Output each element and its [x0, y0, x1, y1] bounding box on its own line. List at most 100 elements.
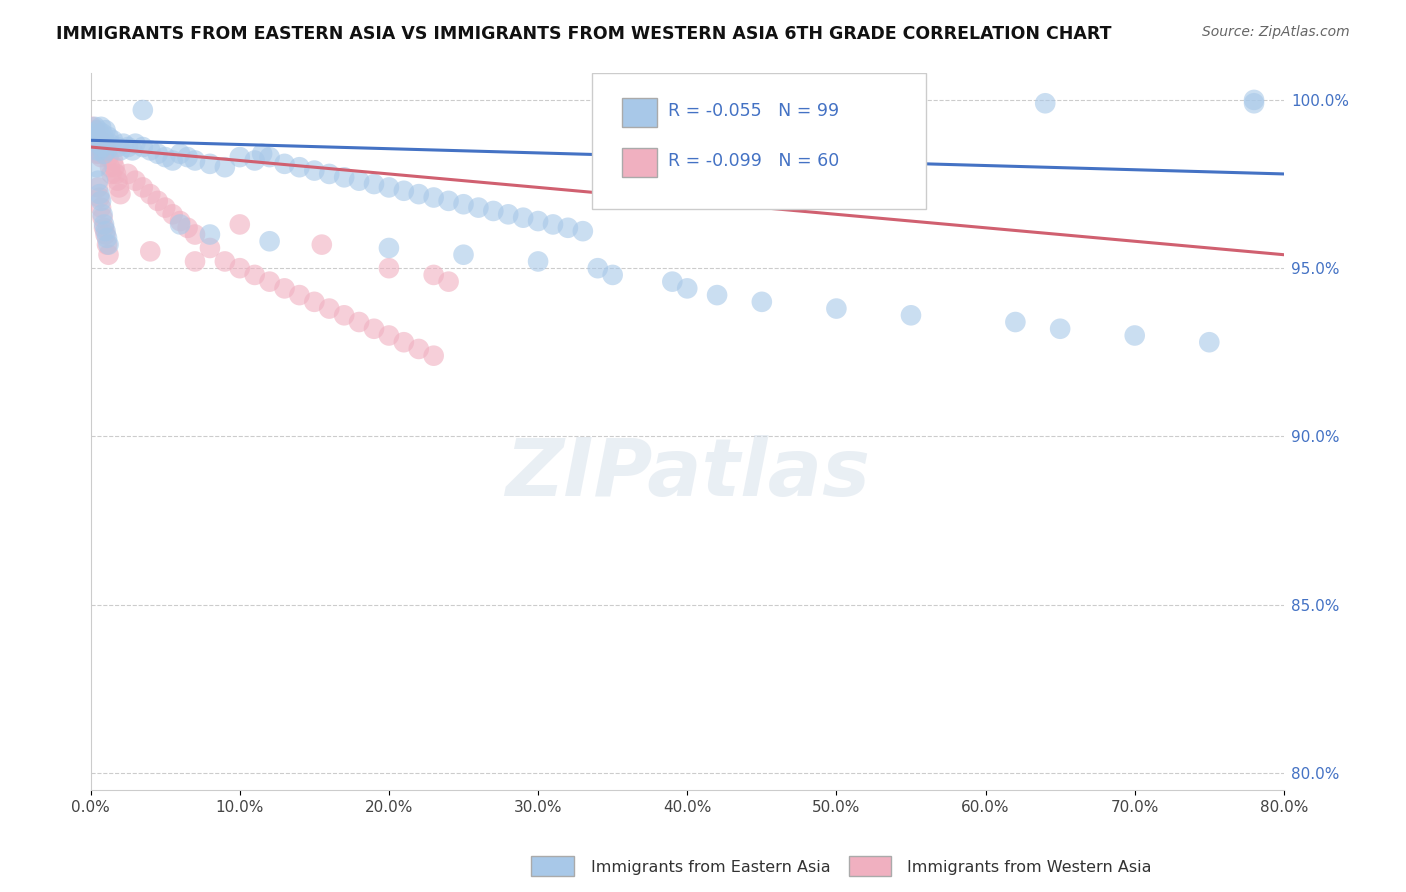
Point [363, 322, 385, 336]
Text: Immigrants from Eastern Asia: Immigrants from Eastern Asia [591, 860, 830, 874]
Point [273, 281, 295, 295]
Point [408, 187, 430, 202]
Point [333, 308, 356, 322]
Point [1033, 96, 1056, 111]
Point [198, 241, 221, 255]
Point [93, 133, 115, 147]
Point [89, 130, 111, 145]
Point [1243, 96, 1265, 111]
Point [139, 187, 162, 202]
Point [250, 146, 273, 161]
Point [124, 136, 146, 151]
Point [97, 150, 120, 164]
Point [93, 146, 115, 161]
Point [101, 153, 124, 168]
Point [184, 153, 207, 168]
Point [82, 120, 104, 134]
Point [121, 144, 143, 158]
Point [184, 254, 207, 268]
Point [117, 167, 139, 181]
Point [198, 227, 221, 242]
Point [153, 201, 176, 215]
Point [87, 180, 110, 194]
Point [101, 133, 124, 147]
Point [378, 180, 401, 194]
Point [91, 211, 114, 225]
Point [84, 133, 107, 147]
Point [89, 144, 111, 158]
Point [408, 342, 430, 356]
Point [162, 207, 184, 221]
Point [318, 167, 340, 181]
FancyBboxPatch shape [592, 73, 927, 210]
Point [90, 150, 112, 164]
Point [453, 197, 475, 211]
Point [453, 248, 475, 262]
Point [422, 190, 444, 204]
Point [96, 231, 118, 245]
Point [311, 237, 333, 252]
Point [1004, 315, 1026, 329]
Point [93, 146, 115, 161]
Point [90, 133, 112, 147]
Point [94, 227, 117, 242]
Point [259, 234, 281, 248]
Point [176, 150, 198, 164]
Point [825, 100, 848, 114]
Point [602, 96, 624, 111]
Point [107, 174, 129, 188]
Point [90, 120, 112, 134]
Point [169, 146, 191, 161]
Point [94, 224, 117, 238]
Point [288, 288, 311, 302]
Point [557, 220, 579, 235]
Point [229, 218, 252, 232]
Point [751, 294, 773, 309]
Point [104, 167, 127, 181]
Point [90, 201, 112, 215]
Point [89, 190, 111, 204]
Point [347, 174, 370, 188]
Point [132, 140, 155, 154]
Point [162, 153, 184, 168]
Point [176, 220, 198, 235]
Point [86, 160, 108, 174]
Point [110, 187, 132, 202]
Point [527, 214, 550, 228]
Point [89, 146, 111, 161]
Point [153, 150, 176, 164]
Point [90, 136, 112, 151]
Point [900, 308, 922, 322]
Point [825, 301, 848, 316]
Point [103, 160, 125, 174]
Point [243, 153, 266, 168]
Text: ZIPatlas: ZIPatlas [505, 435, 870, 514]
Point [378, 261, 401, 276]
Point [304, 294, 326, 309]
Point [214, 160, 236, 174]
Point [89, 187, 111, 202]
Point [1243, 93, 1265, 107]
Point [124, 174, 146, 188]
Point [94, 136, 117, 151]
Point [482, 204, 505, 219]
Point [86, 144, 108, 158]
Point [139, 144, 162, 158]
Point [108, 180, 131, 194]
Point [91, 207, 114, 221]
Point [661, 275, 683, 289]
Point [229, 150, 252, 164]
Point [706, 288, 728, 302]
Point [87, 136, 110, 151]
Point [198, 157, 221, 171]
Point [527, 254, 550, 268]
Point [112, 136, 135, 151]
Text: R = -0.055   N = 99: R = -0.055 N = 99 [668, 102, 839, 120]
Point [422, 349, 444, 363]
Point [107, 140, 129, 154]
Point [93, 218, 115, 232]
Point [1123, 328, 1146, 343]
Point [87, 123, 110, 137]
Point [132, 180, 155, 194]
Point [169, 218, 191, 232]
